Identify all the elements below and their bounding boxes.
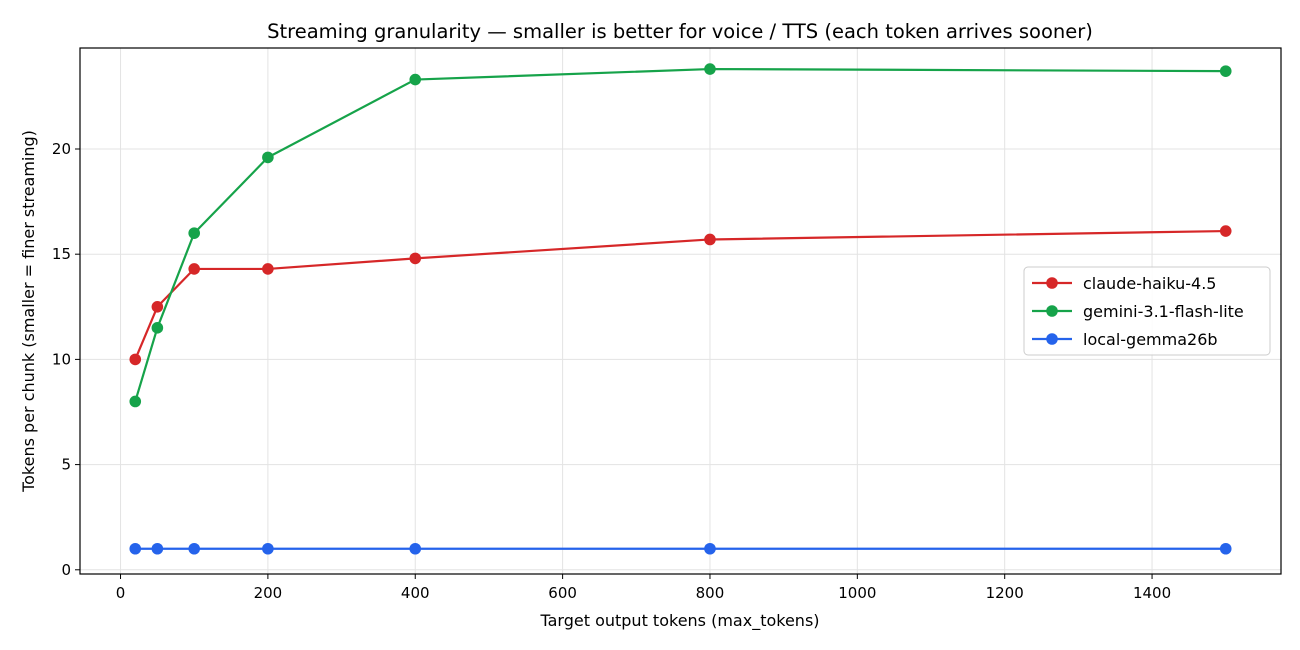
x-tick-label: 1400: [1133, 584, 1171, 602]
data-point: [704, 542, 716, 555]
y-axis-label: Tokens per chunk (smaller = finer stream…: [19, 130, 38, 493]
legend-marker: [1046, 305, 1058, 317]
data-point: [1219, 542, 1232, 555]
legend-label: local-gemma26b: [1083, 330, 1218, 349]
series-gemini-3.1-flash-lite: [129, 63, 1232, 408]
data-point: [704, 233, 716, 246]
data-point: [409, 252, 422, 265]
data-point: [262, 151, 274, 164]
legend-item: claude-haiku-4.5: [1032, 274, 1216, 293]
data-point: [151, 300, 164, 313]
data-point: [409, 73, 422, 86]
legend-box: [1023, 266, 1271, 356]
legend-marker: [1046, 277, 1058, 289]
data-point: [129, 353, 142, 366]
chart-title: Streaming granularity — smaller is bette…: [267, 20, 1093, 43]
legend-label: claude-haiku-4.5: [1083, 274, 1216, 293]
grid: [80, 48, 1281, 574]
x-tick-label: 600: [548, 584, 577, 602]
legend-marker: [1046, 333, 1058, 345]
data-point: [409, 542, 422, 555]
y-tick-label: 15: [52, 245, 71, 263]
data-point: [151, 542, 164, 555]
data-point: [151, 322, 164, 334]
legend-item: local-gemma26b: [1032, 330, 1218, 349]
x-tick-label: 1000: [838, 584, 876, 602]
x-axis-label: Target output tokens (max_tokens): [539, 611, 819, 631]
y-tick-label: 10: [52, 350, 71, 368]
series-local-gemma26b: [129, 542, 1232, 555]
y-tick-label: 20: [52, 140, 71, 158]
x-tick-label: 1200: [986, 584, 1024, 602]
data-point: [262, 542, 274, 555]
data-point: [704, 63, 716, 75]
data-point: [1219, 65, 1232, 77]
x-tick-label: 800: [696, 584, 725, 602]
y-tick-label: 0: [61, 561, 71, 579]
x-tick-label: 400: [401, 584, 430, 602]
plot-frame: [79, 47, 1282, 575]
legend: claude-haiku-4.5 gemini-3.1-flash-lite loc…: [1023, 266, 1271, 356]
data-point: [129, 542, 142, 555]
data-point: [188, 542, 201, 555]
data-point: [188, 227, 201, 239]
data-point: [1219, 225, 1232, 237]
data-point: [262, 263, 274, 275]
y-tick-label: 5: [61, 456, 71, 474]
legend-label: gemini-3.1-flash-lite: [1083, 302, 1244, 321]
data-point: [188, 263, 201, 275]
legend-item: gemini-3.1-flash-lite: [1032, 302, 1244, 321]
data-point: [129, 395, 142, 408]
axis-ticks: 0 200 400 600 800 1000 1200 1400 0 5 10 15 20: [52, 140, 1171, 602]
series-claude-haiku-4.5: [129, 225, 1232, 366]
series-layer: [129, 63, 1232, 555]
x-tick-label: 0: [116, 584, 126, 602]
x-tick-label: 200: [254, 584, 283, 602]
